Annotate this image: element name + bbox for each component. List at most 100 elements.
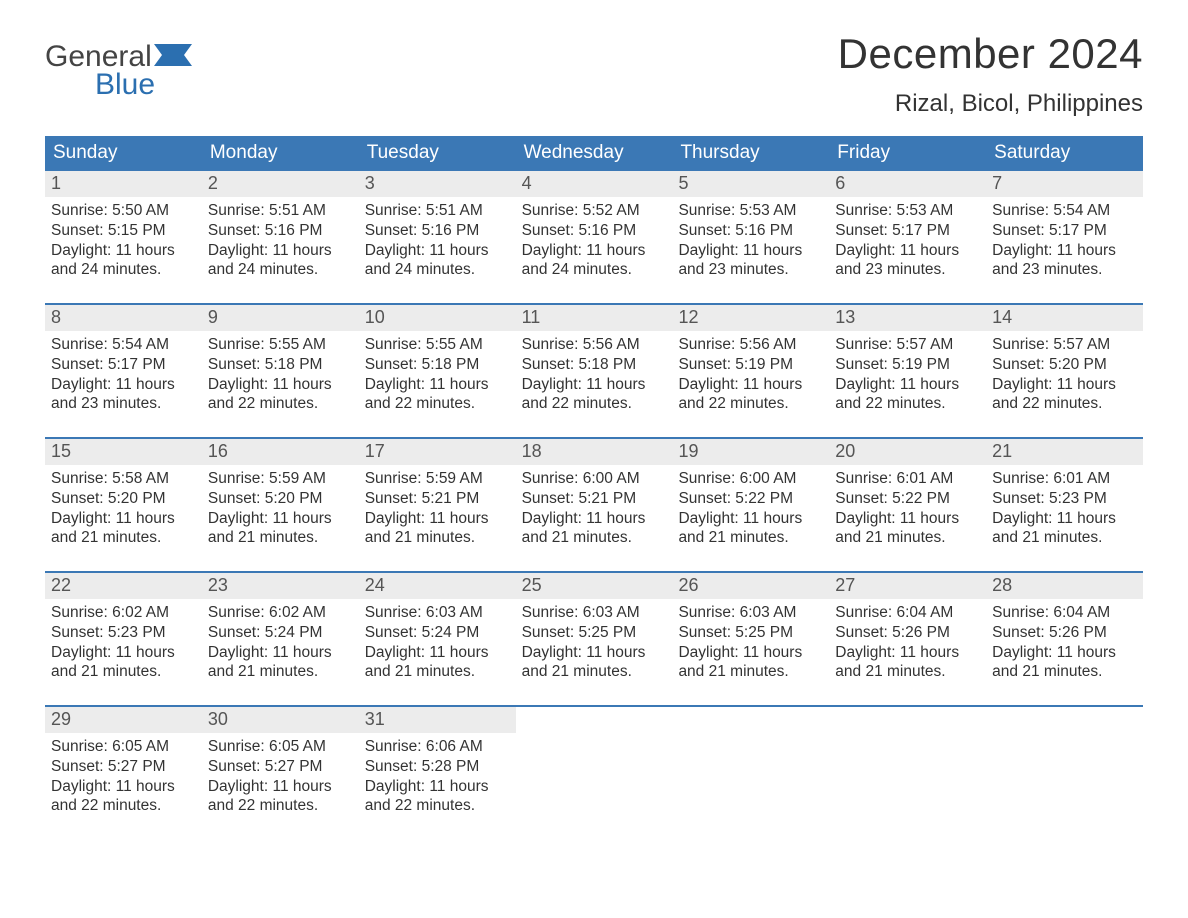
day-d2: and 21 minutes. xyxy=(51,662,196,682)
day-d1: Daylight: 11 hours xyxy=(208,375,353,395)
day-number xyxy=(986,707,1143,712)
day-body: Sunrise: 6:05 AMSunset: 5:27 PMDaylight:… xyxy=(45,733,202,822)
day-d2: and 23 minutes. xyxy=(835,260,980,280)
calendar-day-cell: 17Sunrise: 5:59 AMSunset: 5:21 PMDayligh… xyxy=(359,439,516,565)
day-sunrise: Sunrise: 6:00 AM xyxy=(522,469,667,489)
day-sunrise: Sunrise: 5:51 AM xyxy=(208,201,353,221)
day-d2: and 22 minutes. xyxy=(51,796,196,816)
day-number: 6 xyxy=(829,171,986,197)
calendar-day-cell: 31Sunrise: 6:06 AMSunset: 5:28 PMDayligh… xyxy=(359,707,516,833)
day-number: 13 xyxy=(829,305,986,331)
day-body: Sunrise: 5:57 AMSunset: 5:19 PMDaylight:… xyxy=(829,331,986,420)
day-body: Sunrise: 5:55 AMSunset: 5:18 PMDaylight:… xyxy=(202,331,359,420)
day-sunset: Sunset: 5:24 PM xyxy=(208,623,353,643)
day-sunset: Sunset: 5:21 PM xyxy=(522,489,667,509)
day-number: 1 xyxy=(45,171,202,197)
day-sunrise: Sunrise: 5:56 AM xyxy=(678,335,823,355)
month-year-title: December 2024 xyxy=(838,30,1143,78)
day-body: Sunrise: 5:53 AMSunset: 5:16 PMDaylight:… xyxy=(672,197,829,286)
day-sunset: Sunset: 5:25 PM xyxy=(522,623,667,643)
dow-header-cell: Friday xyxy=(829,136,986,171)
calendar-week: 22Sunrise: 6:02 AMSunset: 5:23 PMDayligh… xyxy=(45,571,1143,699)
day-sunrise: Sunrise: 5:55 AM xyxy=(208,335,353,355)
calendar-day-cell: 7Sunrise: 5:54 AMSunset: 5:17 PMDaylight… xyxy=(986,171,1143,297)
day-sunrise: Sunrise: 5:59 AM xyxy=(208,469,353,489)
day-body: Sunrise: 6:03 AMSunset: 5:25 PMDaylight:… xyxy=(672,599,829,688)
day-d1: Daylight: 11 hours xyxy=(522,643,667,663)
day-number: 15 xyxy=(45,439,202,465)
day-d1: Daylight: 11 hours xyxy=(835,241,980,261)
calendar-day-cell: 19Sunrise: 6:00 AMSunset: 5:22 PMDayligh… xyxy=(672,439,829,565)
day-body: Sunrise: 6:04 AMSunset: 5:26 PMDaylight:… xyxy=(986,599,1143,688)
dow-header-cell: Monday xyxy=(202,136,359,171)
day-sunrise: Sunrise: 6:04 AM xyxy=(992,603,1137,623)
day-sunset: Sunset: 5:17 PM xyxy=(835,221,980,241)
day-d1: Daylight: 11 hours xyxy=(365,241,510,261)
calendar: SundayMondayTuesdayWednesdayThursdayFrid… xyxy=(45,136,1143,833)
day-body: Sunrise: 5:50 AMSunset: 5:15 PMDaylight:… xyxy=(45,197,202,286)
day-d2: and 21 minutes. xyxy=(835,662,980,682)
day-number: 23 xyxy=(202,573,359,599)
dow-header-cell: Thursday xyxy=(672,136,829,171)
day-body: Sunrise: 5:56 AMSunset: 5:18 PMDaylight:… xyxy=(516,331,673,420)
day-number: 21 xyxy=(986,439,1143,465)
day-number: 4 xyxy=(516,171,673,197)
day-d1: Daylight: 11 hours xyxy=(365,375,510,395)
day-d1: Daylight: 11 hours xyxy=(678,509,823,529)
day-d1: Daylight: 11 hours xyxy=(51,777,196,797)
day-d1: Daylight: 11 hours xyxy=(51,375,196,395)
day-sunset: Sunset: 5:17 PM xyxy=(51,355,196,375)
dow-header-cell: Saturday xyxy=(986,136,1143,171)
day-d2: and 21 minutes. xyxy=(678,528,823,548)
calendar-day-cell: 18Sunrise: 6:00 AMSunset: 5:21 PMDayligh… xyxy=(516,439,673,565)
day-d1: Daylight: 11 hours xyxy=(992,643,1137,663)
day-d2: and 22 minutes. xyxy=(208,796,353,816)
day-number: 24 xyxy=(359,573,516,599)
day-body: Sunrise: 6:00 AMSunset: 5:22 PMDaylight:… xyxy=(672,465,829,554)
day-sunrise: Sunrise: 6:05 AM xyxy=(208,737,353,757)
day-d1: Daylight: 11 hours xyxy=(365,509,510,529)
day-sunrise: Sunrise: 5:58 AM xyxy=(51,469,196,489)
day-number: 2 xyxy=(202,171,359,197)
dow-header-cell: Wednesday xyxy=(516,136,673,171)
calendar-day-cell: 11Sunrise: 5:56 AMSunset: 5:18 PMDayligh… xyxy=(516,305,673,431)
day-d1: Daylight: 11 hours xyxy=(678,643,823,663)
day-number: 18 xyxy=(516,439,673,465)
day-number: 25 xyxy=(516,573,673,599)
day-d2: and 22 minutes. xyxy=(208,394,353,414)
day-number: 26 xyxy=(672,573,829,599)
day-d2: and 24 minutes. xyxy=(208,260,353,280)
header: General Blue December 2024 Rizal, Bicol,… xyxy=(45,30,1143,118)
day-d1: Daylight: 11 hours xyxy=(365,777,510,797)
day-number: 7 xyxy=(986,171,1143,197)
calendar-day-cell: 21Sunrise: 6:01 AMSunset: 5:23 PMDayligh… xyxy=(986,439,1143,565)
day-number: 31 xyxy=(359,707,516,733)
calendar-day-cell: 27Sunrise: 6:04 AMSunset: 5:26 PMDayligh… xyxy=(829,573,986,699)
day-d2: and 23 minutes. xyxy=(678,260,823,280)
day-sunrise: Sunrise: 6:02 AM xyxy=(51,603,196,623)
day-d1: Daylight: 11 hours xyxy=(51,241,196,261)
day-body: Sunrise: 5:57 AMSunset: 5:20 PMDaylight:… xyxy=(986,331,1143,420)
day-d1: Daylight: 11 hours xyxy=(208,509,353,529)
day-sunset: Sunset: 5:17 PM xyxy=(992,221,1137,241)
day-number xyxy=(829,707,986,712)
calendar-day-cell xyxy=(986,707,1143,833)
day-sunset: Sunset: 5:26 PM xyxy=(992,623,1137,643)
day-d2: and 23 minutes. xyxy=(992,260,1137,280)
day-d2: and 23 minutes. xyxy=(51,394,196,414)
calendar-day-cell: 14Sunrise: 5:57 AMSunset: 5:20 PMDayligh… xyxy=(986,305,1143,431)
day-number: 20 xyxy=(829,439,986,465)
day-d1: Daylight: 11 hours xyxy=(208,643,353,663)
day-body: Sunrise: 5:52 AMSunset: 5:16 PMDaylight:… xyxy=(516,197,673,286)
day-sunrise: Sunrise: 6:01 AM xyxy=(835,469,980,489)
day-sunset: Sunset: 5:18 PM xyxy=(208,355,353,375)
day-number: 12 xyxy=(672,305,829,331)
day-sunrise: Sunrise: 5:55 AM xyxy=(365,335,510,355)
day-sunrise: Sunrise: 5:51 AM xyxy=(365,201,510,221)
day-sunset: Sunset: 5:21 PM xyxy=(365,489,510,509)
calendar-day-cell xyxy=(516,707,673,833)
brand-flag-icon xyxy=(154,44,192,66)
day-d2: and 22 minutes. xyxy=(522,394,667,414)
day-sunset: Sunset: 5:24 PM xyxy=(365,623,510,643)
day-sunrise: Sunrise: 5:56 AM xyxy=(522,335,667,355)
